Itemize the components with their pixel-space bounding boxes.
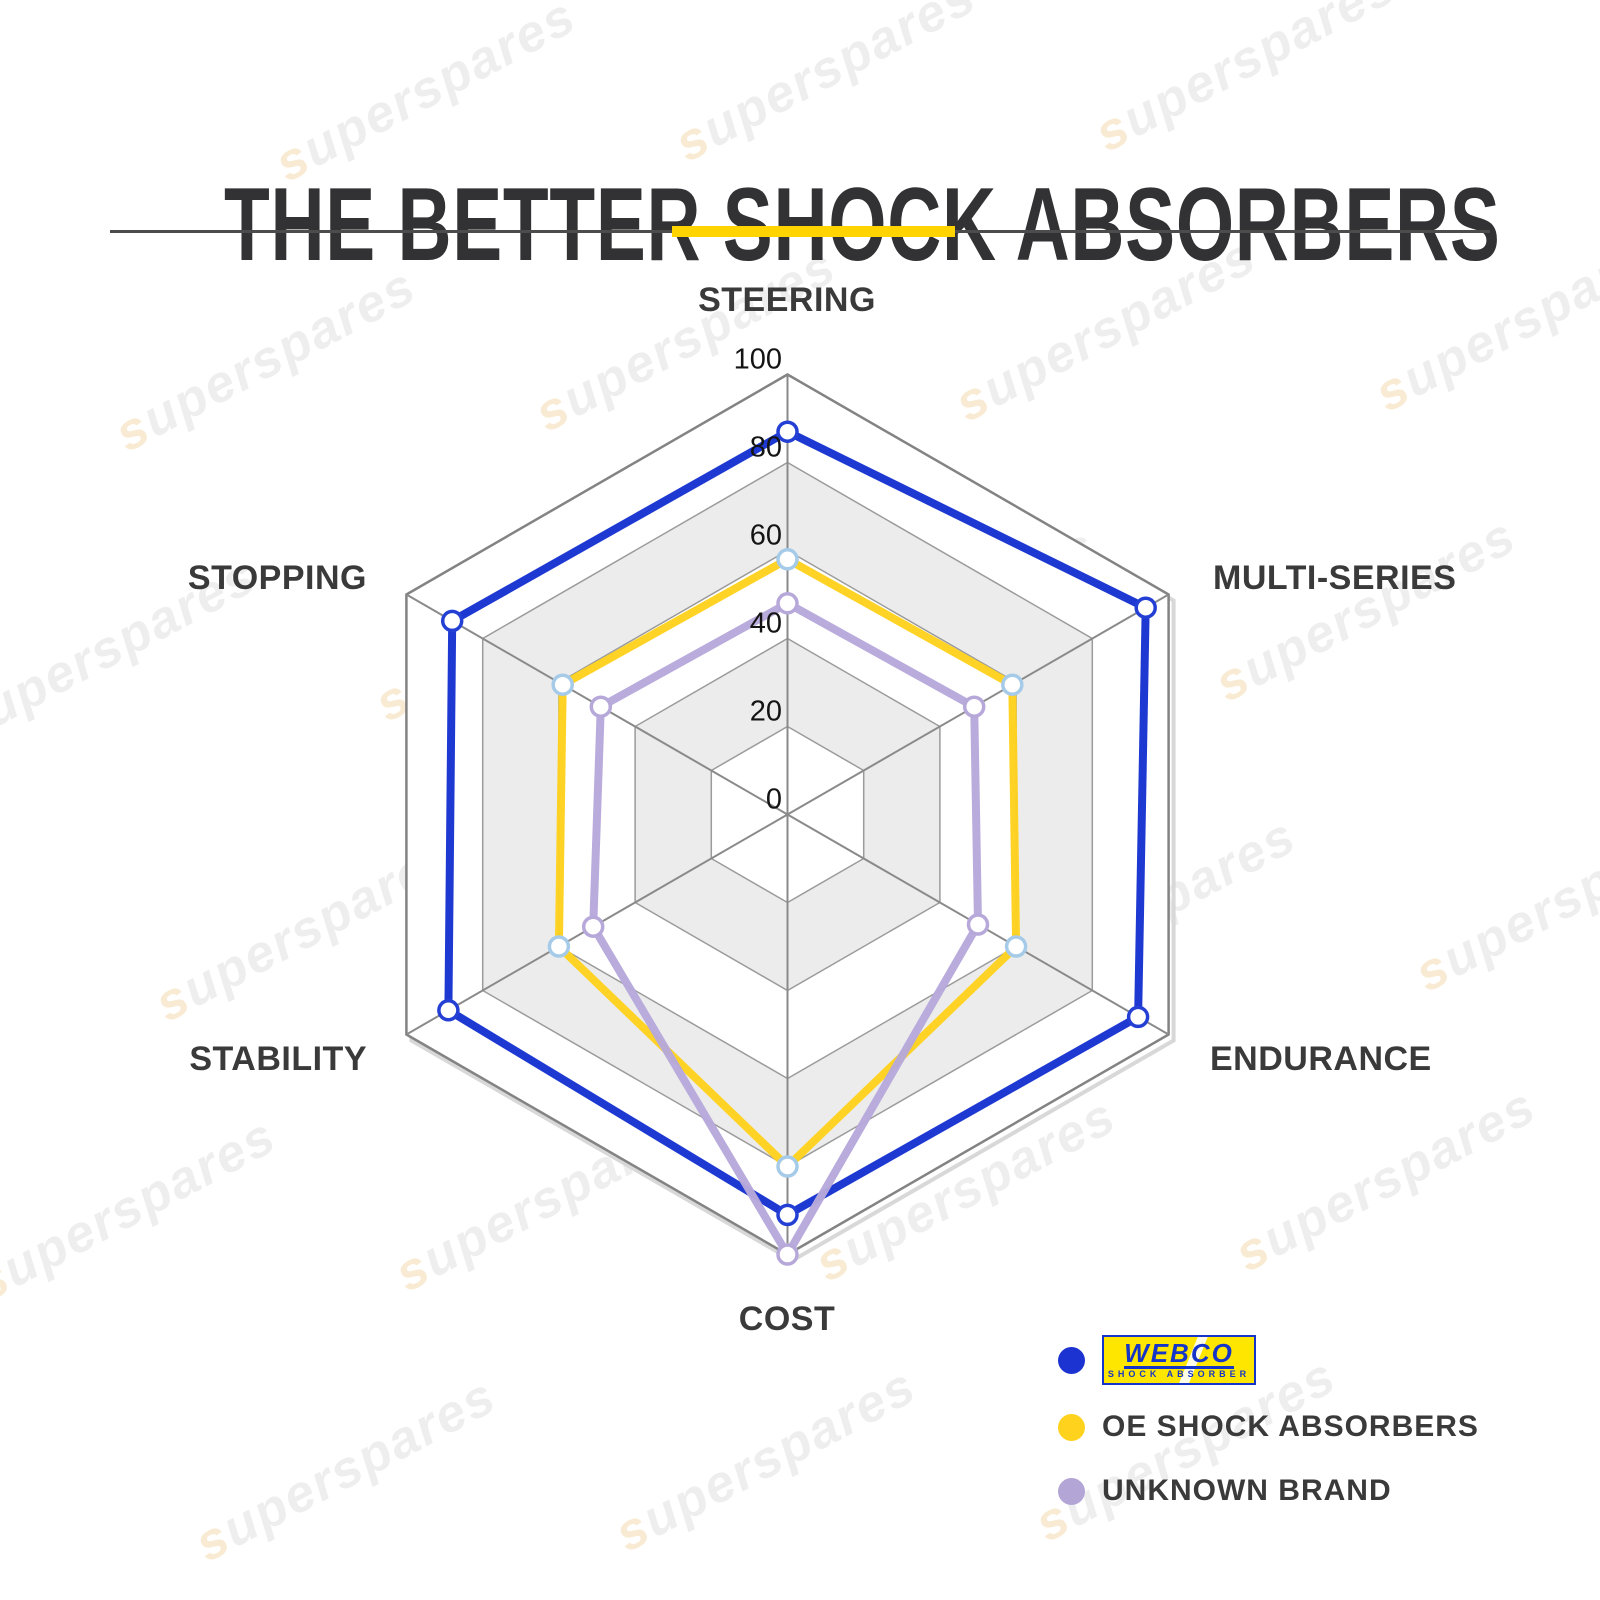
legend-item-unknown: UNKNOWN BRAND [1058, 1466, 1392, 1516]
legend-dot-unknown [1058, 1477, 1085, 1505]
data-point-oe-stopping [551, 673, 574, 696]
axis-label-stopping: STOPPING [187, 559, 367, 597]
data-point-webco-endurance [1126, 1005, 1150, 1029]
data-point-oe-multi-series [1001, 673, 1024, 696]
tick-label-60: 60 [750, 520, 782, 552]
title-divider-accent [672, 226, 955, 237]
data-point-oe-steering [776, 548, 799, 571]
tick-label-40: 40 [750, 608, 782, 640]
data-point-unknown-cost [776, 1243, 799, 1266]
legend-dot-oe [1058, 1413, 1085, 1441]
data-point-oe-stability [547, 935, 571, 958]
axis-label-endurance: ENDURANCE [1210, 1040, 1432, 1078]
data-point-oe-endurance [1004, 935, 1028, 958]
axis-label-steering: STEERING [698, 281, 876, 319]
data-point-unknown-stability [581, 915, 605, 938]
page-title: THE BETTER SHOCK ABSORBERS [224, 166, 1501, 283]
webco-logo-wordmark: WEBCO [1124, 1338, 1234, 1369]
legend-item-oe: OE SHOCK ABSORBERS [1058, 1402, 1479, 1452]
axis-label-multi-series: MULTI-SERIES [1213, 559, 1457, 597]
axis-label-cost: COST [738, 1300, 836, 1338]
tick-label-20: 20 [750, 696, 782, 728]
legend-label-oe: OE SHOCK ABSORBERS [1102, 1410, 1479, 1443]
legend-dot-webco [1058, 1346, 1085, 1374]
data-point-unknown-steering [776, 592, 799, 615]
tick-label-100: 100 [734, 344, 782, 376]
data-point-webco-cost [776, 1203, 799, 1227]
data-point-oe-cost [776, 1155, 799, 1178]
data-point-webco-stopping [440, 609, 464, 633]
legend-item-webco: WEBCO SHOCK ABSORBER [1058, 1335, 1256, 1385]
data-point-unknown-multi-series [962, 695, 986, 718]
data-point-unknown-endurance [966, 913, 990, 936]
legend-label-unknown: UNKNOWN BRAND [1102, 1474, 1392, 1507]
tick-label-0: 0 [766, 784, 782, 816]
data-point-unknown-stopping [589, 695, 613, 718]
webco-logo: WEBCO SHOCK ABSORBER [1102, 1335, 1256, 1385]
data-point-webco-stability [437, 999, 460, 1022]
data-point-webco-steering [776, 420, 799, 443]
tick-label-80: 80 [750, 432, 782, 464]
data-point-webco-multi-series [1134, 596, 1157, 619]
webco-logo-subtitle: SHOCK ABSORBER [1107, 1369, 1251, 1379]
axis-label-stability: STABILITY [189, 1040, 367, 1078]
